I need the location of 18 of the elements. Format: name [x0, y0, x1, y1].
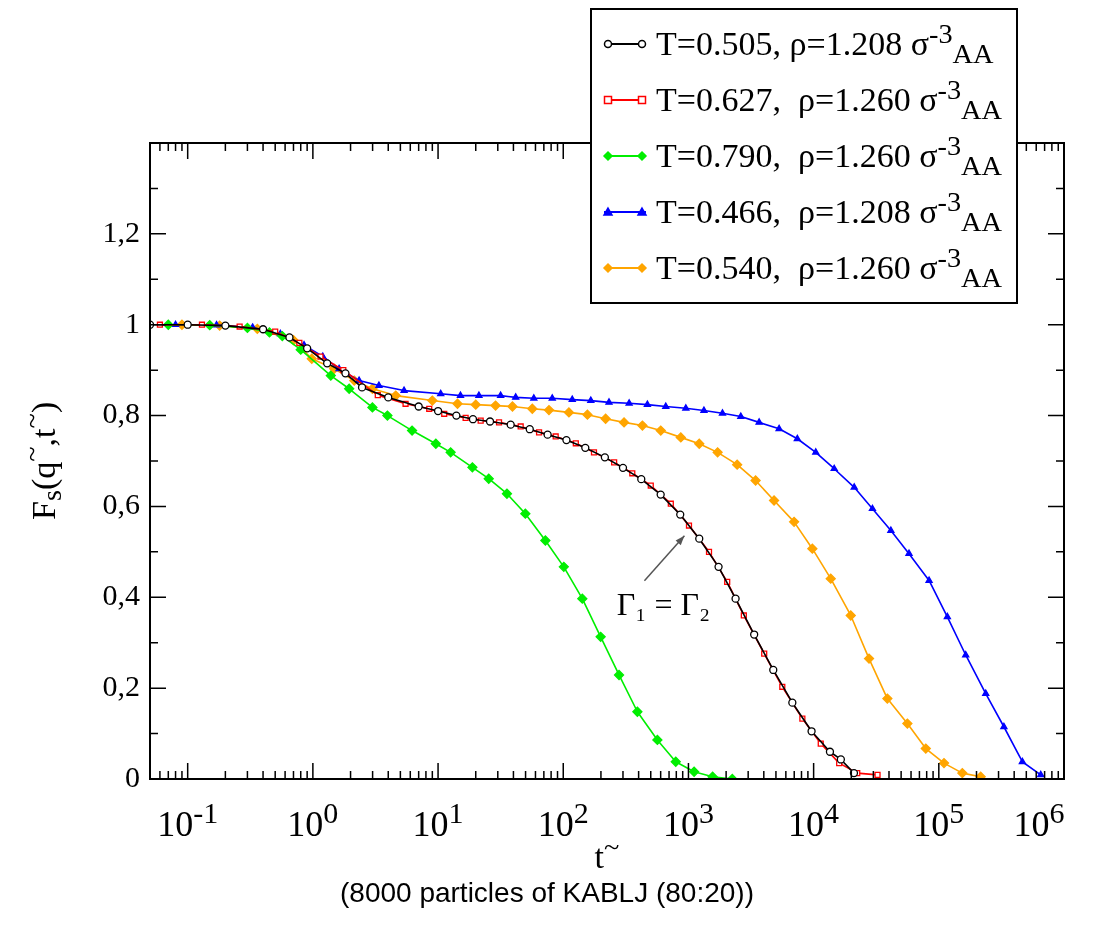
y-tick-label: 1: [125, 305, 140, 339]
x-tick-label: 10$^{6}$: [1012, 795, 1066, 846]
annotation: Γ₁ = Γ₂: [616, 586, 711, 623]
x-tick-label: 10$^{4}$: [787, 795, 841, 846]
y-tick-label: 0,8: [102, 396, 140, 430]
y-tick-label: 1,2: [102, 214, 140, 248]
text: (8000 particles of KABLJ (80:20)): [339, 877, 755, 909]
x-tick-label: 10$^{1}$: [411, 795, 465, 846]
y-tick-label: 0,6: [102, 487, 140, 521]
y-tick-label: 0: [125, 759, 140, 793]
x-axis-title: t$^{~}$: [594, 831, 620, 876]
x-tick-label: 10$^{0}$: [286, 795, 340, 846]
x-tick-label: 10$^{3}$: [661, 795, 715, 846]
x-tick-label: 10$^{2}$: [537, 796, 589, 844]
y-tick-label: 0,2: [102, 669, 140, 703]
y-tick-label: 0,4: [102, 578, 140, 612]
x-tick-label: 10$^{-1}$: [156, 795, 220, 846]
x-tick-label: 10$^{5}$: [912, 795, 966, 846]
